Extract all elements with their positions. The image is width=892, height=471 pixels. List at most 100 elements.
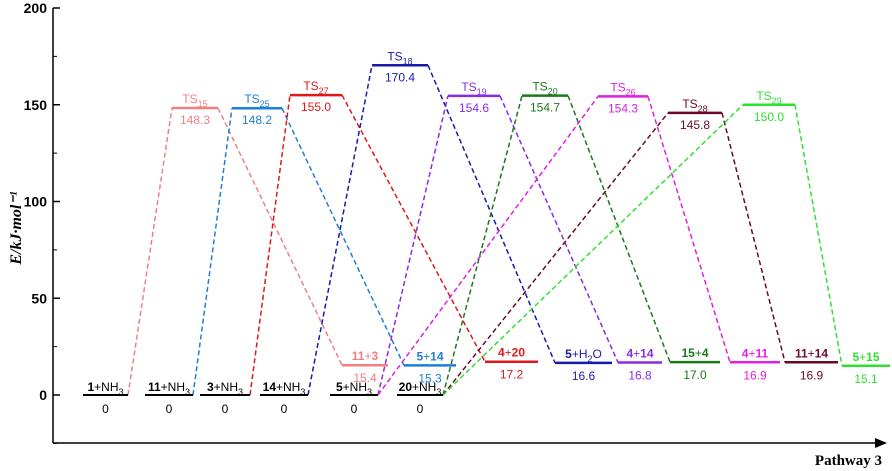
- ts-label-part: 20: [548, 87, 558, 97]
- reactant-label-part: 14: [263, 380, 277, 394]
- product-label: 5+15: [852, 350, 879, 364]
- connector-down: [499, 95, 619, 363]
- product-value: 16.8: [628, 368, 652, 382]
- reactant-label-part: 1: [87, 380, 94, 394]
- product-value: 15.1: [854, 372, 878, 386]
- reactant-label-part: 3: [207, 380, 214, 394]
- product-label-part: +: [859, 350, 866, 364]
- connector-up: [377, 95, 449, 396]
- y-tick-label: 150: [24, 97, 48, 113]
- reactant-label-part: +NH: [343, 380, 367, 394]
- reactant-label-part: 3: [300, 387, 305, 397]
- ts-value: 148.3: [180, 113, 210, 127]
- x-axis-arrow: [875, 438, 887, 448]
- ts-label: TS28: [682, 97, 707, 114]
- reactant-value: 0: [102, 402, 109, 416]
- product-label: 11+14: [795, 346, 828, 360]
- reactant-label-part: +NH: [276, 380, 300, 394]
- connector-up: [442, 104, 744, 396]
- reactant-label-part: 3: [185, 387, 190, 397]
- reactant-label-part: +NH: [94, 380, 118, 394]
- reactant-label-part: 20: [399, 380, 413, 394]
- product-label-part: 4: [498, 346, 505, 360]
- connector-up: [249, 94, 291, 396]
- product-label-part: O: [593, 347, 602, 361]
- product-label-part: 11: [352, 349, 365, 363]
- x-axis-label: Pathway 3: [815, 453, 882, 469]
- product-label-part: 3: [372, 349, 379, 363]
- ts-value: 154.3: [608, 101, 638, 115]
- reactant-label-part: +NH: [161, 380, 185, 394]
- ts-label: TS18: [387, 49, 412, 66]
- ts-value: 170.4: [385, 70, 415, 84]
- product-label-part: 5: [565, 347, 572, 361]
- product-label: 15+4: [681, 346, 708, 360]
- y-tick-label: 50: [31, 290, 47, 306]
- product-label-part: +: [808, 346, 815, 360]
- ts-label-part: 25: [260, 99, 270, 109]
- connector-down: [794, 104, 843, 366]
- product-label-part: 14: [430, 349, 444, 363]
- product-label-part: +: [748, 346, 755, 360]
- ts-label: TS29: [756, 89, 781, 106]
- ts-label: TS19: [461, 80, 486, 97]
- product-label-part: +: [695, 346, 702, 360]
- reactant-label-part: +NH: [412, 380, 436, 394]
- product-label-part: 15: [681, 346, 695, 360]
- connector-down: [721, 112, 786, 363]
- reactant-label-part: 3: [367, 387, 372, 397]
- product-label-part: +H: [572, 347, 588, 361]
- energy-levels: [83, 64, 890, 396]
- y-tick-label: 200: [24, 0, 48, 16]
- product-label: 11+3: [352, 349, 379, 363]
- connector-up: [192, 108, 233, 396]
- ts-label-part: TS: [682, 97, 697, 111]
- connectors: [127, 64, 843, 396]
- ts-value: 150.0: [754, 110, 784, 124]
- product-label-part: 4: [702, 346, 709, 360]
- product-label: 4+11: [742, 346, 769, 360]
- product-label-part: 11: [795, 346, 808, 360]
- product-label: 4+14: [626, 346, 653, 360]
- reactant-label-part: +NH: [214, 380, 238, 394]
- ts-label-part: 29: [772, 96, 782, 106]
- ts-label-part: TS: [532, 80, 547, 94]
- connector-down: [217, 107, 343, 366]
- ts-label-part: 15: [198, 99, 208, 109]
- product-value: 15.4: [353, 371, 377, 385]
- product-label-part: 4: [626, 346, 633, 360]
- product-label-part: +: [423, 349, 430, 363]
- ts-label-part: 26: [626, 87, 636, 97]
- reactant-label: 1+NH3: [87, 380, 123, 397]
- product-label-part: 5: [416, 349, 423, 363]
- ts-label-part: TS: [182, 92, 197, 106]
- reactant-value: 0: [417, 402, 424, 416]
- y-tick-label: 0: [39, 387, 47, 403]
- connector-down: [647, 96, 731, 363]
- reactant-value: 0: [351, 402, 358, 416]
- product-label-part: 14: [815, 346, 829, 360]
- product-value: 15.3: [418, 371, 442, 385]
- product-value: 16.9: [800, 368, 824, 382]
- product-label-part: 11: [756, 346, 769, 360]
- product-label-part: 4: [742, 346, 749, 360]
- reactant-label: 3+NH3: [207, 380, 243, 397]
- reactant-label: 5+NH3: [336, 380, 372, 397]
- ts-label-part: 27: [319, 86, 329, 96]
- product-value: 16.6: [572, 369, 596, 383]
- connector-down: [567, 95, 671, 363]
- product-value: 16.9: [743, 368, 767, 382]
- reactant-label: 20+NH3: [399, 380, 442, 397]
- level-labels: 1+NH3011+NH303+NH3014+NH305+NH3020+NH30T…: [87, 49, 879, 416]
- connector-up: [442, 112, 669, 396]
- ts-label-part: TS: [244, 92, 259, 106]
- ts-label-part: TS: [610, 80, 625, 94]
- product-label: 5+H2O: [565, 347, 602, 364]
- ts-label: TS20: [532, 80, 557, 97]
- reactant-label-part: 11: [148, 380, 161, 394]
- connector-down: [341, 94, 486, 363]
- ts-value: 148.2: [242, 113, 272, 127]
- reactant-value: 0: [281, 402, 288, 416]
- product-label-part: 15: [866, 350, 880, 364]
